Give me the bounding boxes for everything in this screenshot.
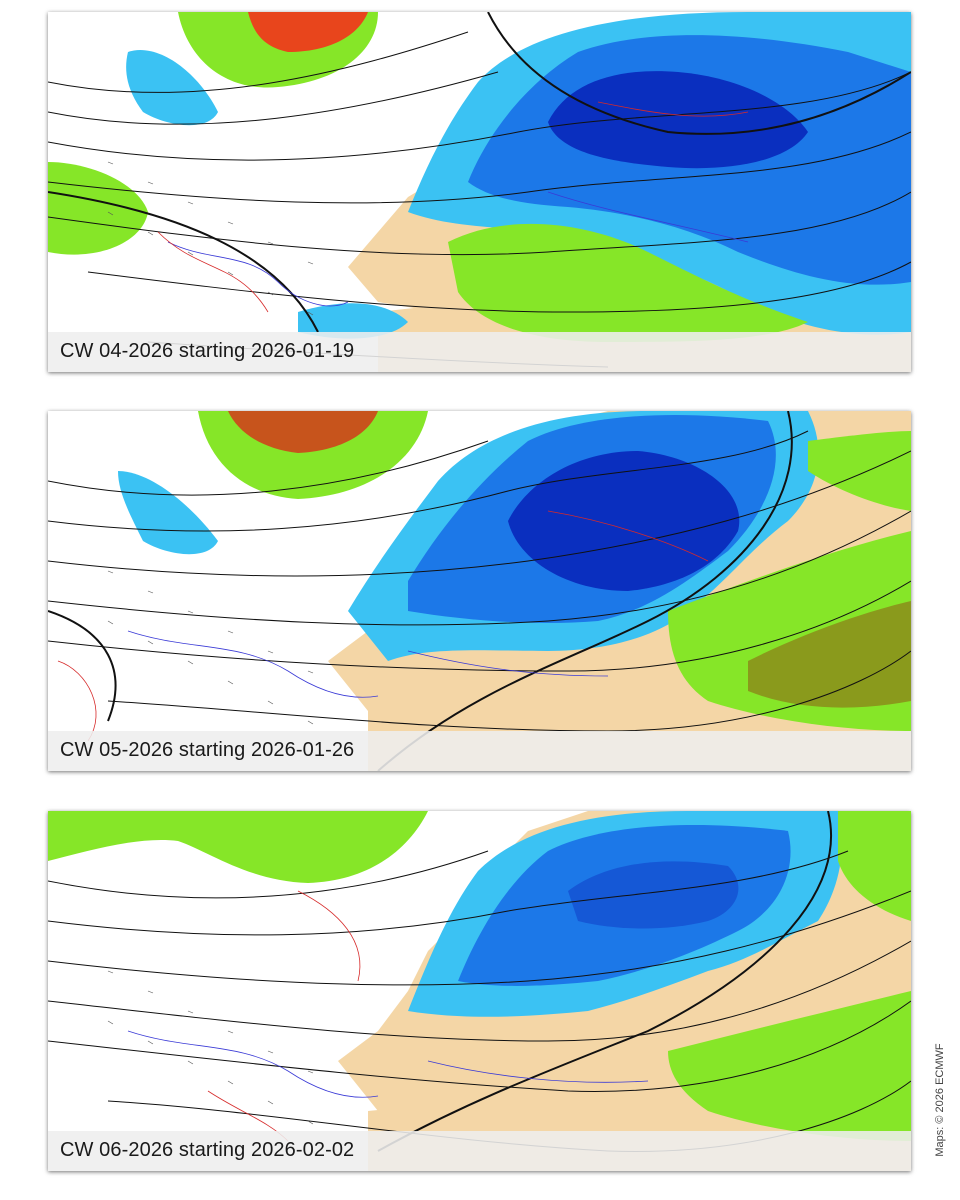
cold-anomaly-core bbox=[548, 71, 808, 169]
caption-bar: CW 06-2026 starting 2026-02-02 bbox=[48, 1131, 911, 1171]
map-caption: CW 05-2026 starting 2026-01-26 bbox=[60, 739, 355, 761]
map-panel-cw04: CW 04-2026 starting 2026-01-19 bbox=[48, 12, 911, 372]
warm-anomaly-north bbox=[838, 811, 911, 921]
map-caption: CW 04-2026 starting 2026-01-19 bbox=[60, 340, 355, 362]
anomaly-map-cw06 bbox=[48, 811, 911, 1171]
cold-anomaly-atlantic bbox=[118, 471, 218, 555]
map-panel-cw06: CW 06-2026 starting 2026-02-02 bbox=[48, 811, 911, 1171]
warm-anomaly-mediterranean bbox=[448, 223, 808, 342]
warm-core-greenland bbox=[228, 411, 378, 453]
caption-bar: CW 04-2026 starting 2026-01-19 bbox=[48, 332, 911, 372]
cold-anomaly-iberia bbox=[298, 303, 408, 339]
warm-core-greenland bbox=[248, 12, 368, 52]
cold-anomaly-inner bbox=[568, 861, 739, 929]
warm-core-southeast bbox=[748, 601, 911, 708]
anomaly-map-cw04 bbox=[48, 12, 911, 372]
map-panel-cw05: CW 05-2026 starting 2026-01-26 bbox=[48, 411, 911, 771]
caption-bar: CW 05-2026 starting 2026-01-26 bbox=[48, 731, 911, 771]
cold-anomaly-atlantic bbox=[126, 50, 218, 126]
warm-anomaly-east bbox=[668, 991, 911, 1141]
anomaly-map-cw05 bbox=[48, 411, 911, 771]
map-credit: Maps: © 2026 ECMWF bbox=[934, 1043, 946, 1157]
warm-anomaly-north bbox=[808, 431, 911, 511]
warm-anomaly-greenland bbox=[48, 811, 428, 883]
map-caption: CW 06-2026 starting 2026-02-02 bbox=[60, 1139, 355, 1161]
cold-anomaly-core bbox=[508, 451, 740, 591]
